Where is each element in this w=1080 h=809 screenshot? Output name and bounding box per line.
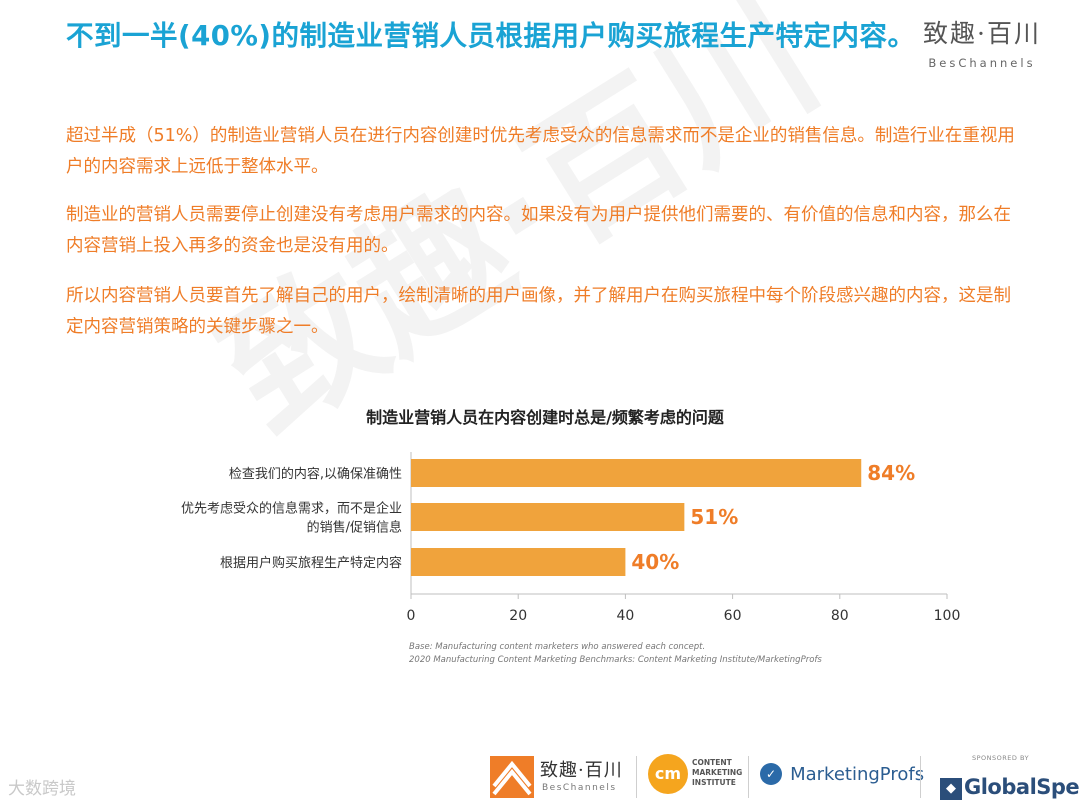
paragraph-2: 制造业的营销人员需要停止创建没有考虑用户需求的内容。如果没有为用户提供他们需要的…: [66, 205, 1011, 256]
beschannels-logo: 致趣·百川 BesChannels: [920, 18, 1044, 72]
category-label: 检查我们的内容,以确保准确性: [229, 466, 402, 482]
paragraph-1: 超过半成（51%）的制造业营销人员在进行内容创建时优先考虑受众的信息需求而不是企…: [66, 126, 1015, 177]
footer: 大数跨境 致趣·百川 BesChannels cm CONTENT MARKET…: [0, 740, 1080, 809]
x-tick-label: 100: [934, 608, 961, 624]
bar: [411, 459, 862, 487]
chart-title: 制造业营销人员在内容创建时总是/频繁考虑的问题: [366, 408, 724, 427]
bar-value-label: 84%: [867, 461, 915, 485]
bar-value-label: 51%: [690, 505, 738, 529]
footer-divider: [636, 756, 637, 798]
category-label: 优先考虑受众的信息需求，而不是企业: [181, 501, 402, 517]
cmi-mark-icon: cm: [648, 754, 688, 794]
marketingprofs-logo: ✓ MarketingProfs: [760, 763, 924, 785]
bar-value-label: 40%: [631, 550, 679, 574]
footer-bes-en: BesChannels: [542, 783, 617, 793]
marketingprofs-icon: ✓: [760, 763, 782, 785]
footer-bes-cn: 致趣·百川: [540, 760, 623, 781]
paragraph-3: 所以内容营销人员要首先了解自己的用户，绘制清晰的用户画像，并了解用户在购买旅程中…: [66, 286, 1011, 337]
bar: [411, 548, 626, 576]
footer-watermark: 大数跨境: [8, 779, 76, 799]
footer-divider: [748, 756, 749, 798]
marketingprofs-text: MarketingProfs: [790, 763, 925, 785]
logo-cn-text: 致趣·百川: [923, 19, 1041, 48]
chart-notes: Base: Manufacturing content marketers wh…: [409, 641, 822, 667]
cmi-text: CONTENT MARKETING INSTITUTE: [692, 758, 743, 787]
bar: [411, 503, 685, 531]
x-tick-label: 80: [831, 608, 849, 624]
logo-en-text: BesChannels: [928, 56, 1036, 70]
globalspec-icon: ◆: [940, 778, 962, 800]
category-label: 的销售/促销信息: [307, 520, 402, 536]
x-tick-label: 20: [509, 608, 527, 624]
sponsored-by-text: SPONSORED BY: [972, 754, 1030, 762]
footer-divider: [920, 756, 921, 798]
globalspec-text: GlobalSpec: [964, 775, 1080, 799]
category-label: 根据用户购买旅程生产特定内容: [220, 555, 402, 571]
x-tick-label: 40: [616, 608, 634, 624]
beschannels-mark-icon: [490, 756, 534, 798]
page-title: 不到一半(40%)的制造业营销人员根据用户购买旅程生产特定内容。: [66, 20, 916, 52]
x-tick-label: 0: [407, 608, 416, 624]
source-note: 2020 Manufacturing Content Marketing Ben…: [409, 655, 822, 665]
base-note: Base: Manufacturing content marketers wh…: [409, 642, 706, 652]
x-tick-label: 60: [724, 608, 742, 624]
